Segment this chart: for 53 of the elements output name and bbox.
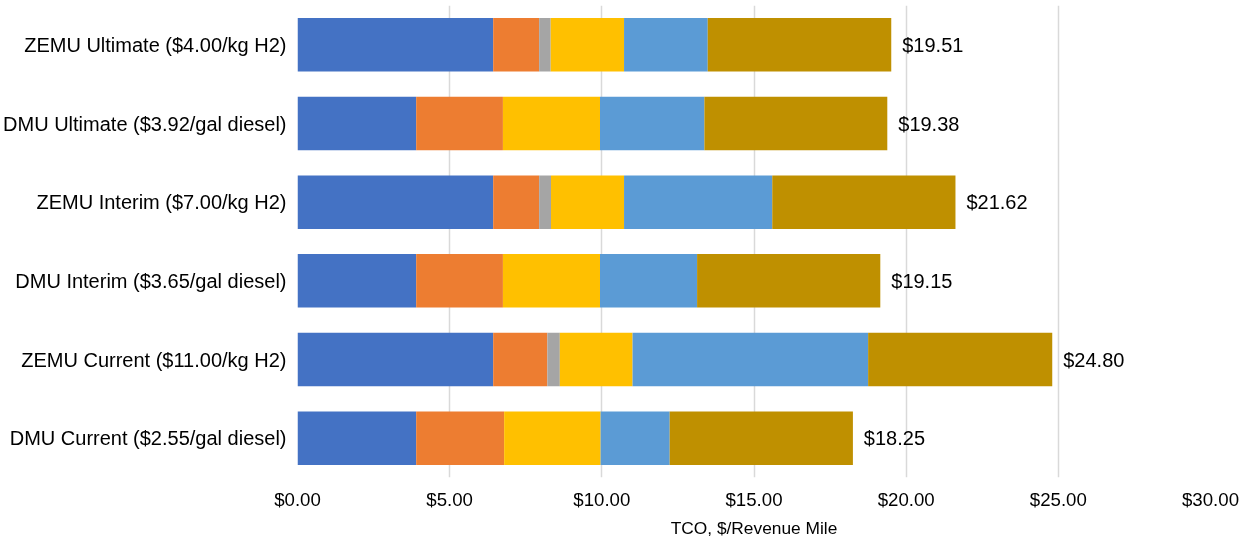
bar [297,254,417,308]
bar [493,332,548,387]
bar [502,254,601,308]
bar [772,175,956,229]
y-tick-label: ZEMU Interim ($7.00/kg H2) [36,191,287,214]
y-tick-label: DMU Ultimate ($3.92/gal diesel) [3,112,287,135]
bar [416,254,503,308]
bar [624,175,773,229]
y-tick-label: DMU Current ($2.55/gal diesel) [9,427,287,450]
y-tick-label: DMU Interim ($3.65/gal diesel) [15,269,287,292]
y-tick-label: ZEMU Current ($11.00/kg H2) [21,348,287,371]
bar [704,96,888,151]
x-tick-label: $30.00 [1181,488,1240,510]
bar [416,96,503,151]
bar [297,175,494,229]
bar [539,175,552,229]
bar [416,411,505,465]
total-label: $18.25 [863,427,926,450]
bar [600,96,705,151]
total-label: $21.62 [966,191,1028,214]
bar [493,175,540,229]
bar [707,18,892,72]
bar [868,332,1053,387]
bar [297,96,417,151]
total-label: $19.38 [898,112,960,135]
bar [697,254,881,308]
bar [559,332,633,387]
bar [550,18,625,72]
bar [551,175,625,229]
bar [504,411,601,465]
y-tick-label: ZEMU Ultimate ($4.00/kg H2) [24,33,287,56]
bar [600,254,698,308]
bar [297,18,494,72]
x-tick-label: $5.00 [426,488,474,510]
total-label: $24.80 [1063,348,1125,371]
bar [297,332,494,387]
total-label: $19.51 [902,33,964,56]
x-tick-label: $25.00 [1029,488,1087,510]
bar [547,332,560,387]
x-tick-label: $0.00 [274,488,321,510]
bar [493,18,540,72]
bar [539,18,551,72]
x-tick-label: $10.00 [573,488,631,510]
bar [669,411,853,465]
bar [502,96,601,151]
x-tick-label: $20.00 [877,488,935,510]
total-label: $19.15 [891,269,953,292]
bar [600,411,670,465]
bar [632,332,869,387]
bar [297,411,417,465]
x-axis-title: TCO, $/Revenue Mile [670,517,838,538]
bar [624,18,708,72]
x-tick-label: $15.00 [725,488,783,510]
